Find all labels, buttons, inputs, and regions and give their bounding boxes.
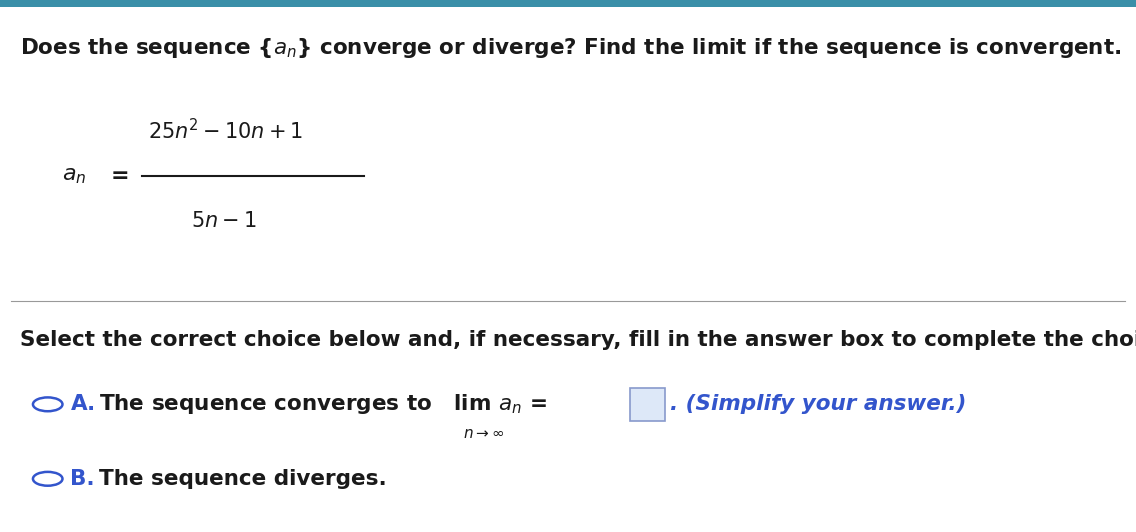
Text: The sequence converges to   lim $a_n$ =: The sequence converges to lim $a_n$ = [99, 392, 546, 417]
Text: $5n - 1$: $5n - 1$ [191, 211, 257, 231]
Text: $a_n$: $a_n$ [62, 165, 86, 186]
Text: B.: B. [70, 469, 95, 489]
Text: A.: A. [70, 394, 95, 414]
Text: $25n^2 - 10n + 1$: $25n^2 - 10n + 1$ [148, 118, 303, 143]
Text: . (Simplify your answer.): . (Simplify your answer.) [670, 394, 967, 414]
Text: =: = [110, 165, 128, 186]
Text: The sequence diverges.: The sequence diverges. [99, 469, 386, 489]
FancyBboxPatch shape [630, 388, 665, 421]
Text: Select the correct choice below and, if necessary, fill in the answer box to com: Select the correct choice below and, if … [20, 330, 1136, 351]
FancyBboxPatch shape [0, 0, 1136, 7]
Text: $n{\rightarrow}\infty$: $n{\rightarrow}\infty$ [463, 426, 504, 441]
Text: Does the sequence {$a_n$} converge or diverge? Find the limit if the sequence is: Does the sequence {$a_n$} converge or di… [20, 36, 1122, 60]
